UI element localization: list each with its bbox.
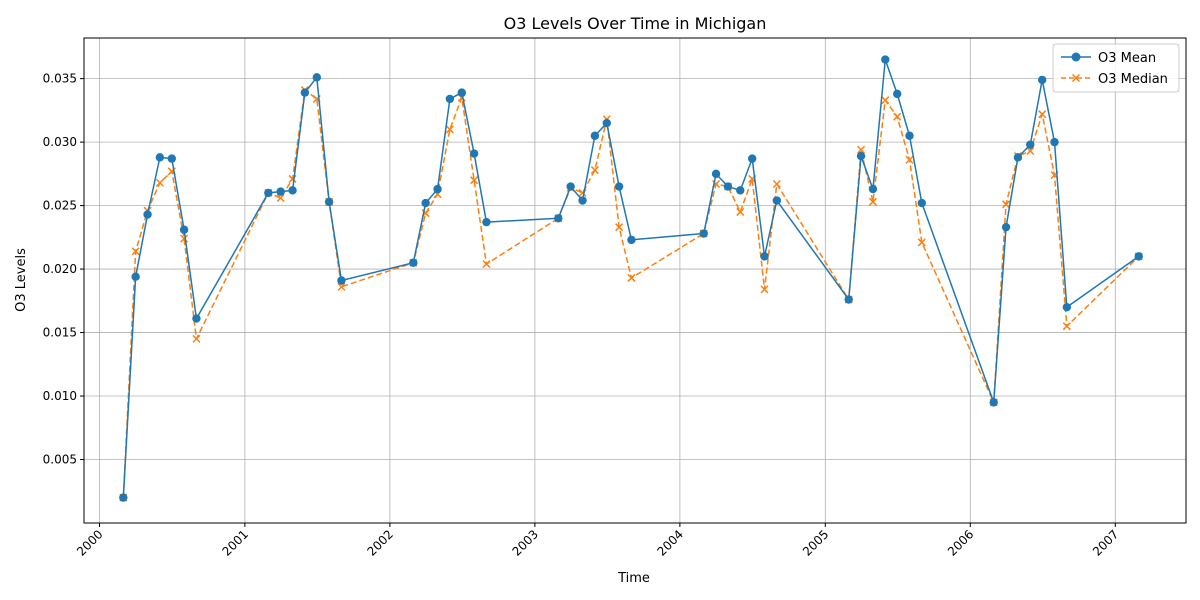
data-point bbox=[264, 188, 273, 198]
data-point bbox=[312, 73, 321, 82]
data-point bbox=[772, 179, 781, 189]
data-point bbox=[1001, 222, 1011, 232]
data-point bbox=[868, 197, 877, 206]
data-point bbox=[470, 176, 479, 185]
data-point bbox=[699, 229, 708, 238]
data-point bbox=[772, 196, 782, 205]
data-point bbox=[614, 182, 624, 191]
data-point bbox=[857, 145, 866, 154]
data-point bbox=[905, 131, 914, 140]
data-point bbox=[155, 178, 164, 187]
data-point bbox=[482, 259, 491, 269]
data-point bbox=[131, 272, 140, 281]
data-point bbox=[1062, 302, 1072, 312]
y-tick-label: 0.025 bbox=[43, 199, 77, 213]
data-point bbox=[445, 125, 454, 134]
data-point bbox=[905, 155, 914, 164]
data-point bbox=[736, 207, 745, 216]
data-point bbox=[469, 149, 479, 158]
data-point bbox=[421, 198, 430, 208]
series-o3-mean bbox=[119, 55, 1143, 502]
data-point bbox=[989, 398, 998, 407]
data-point bbox=[1038, 110, 1047, 119]
legend-median-marker bbox=[1071, 73, 1081, 83]
data-point bbox=[602, 118, 611, 128]
y-tick-label: 0.005 bbox=[43, 453, 77, 467]
data-point bbox=[337, 282, 346, 291]
data-point bbox=[1050, 137, 1059, 147]
data-point bbox=[482, 217, 491, 227]
data-point bbox=[457, 88, 466, 97]
data-point bbox=[1134, 252, 1143, 261]
data-point bbox=[1002, 200, 1011, 209]
y-tick-label: 0.015 bbox=[43, 326, 77, 340]
data-point bbox=[1026, 140, 1035, 149]
data-point bbox=[881, 55, 890, 64]
data-point bbox=[917, 198, 927, 208]
data-point bbox=[1026, 146, 1035, 156]
legend-item-median: O3 Median bbox=[1061, 72, 1168, 87]
y-axis-title: O3 Levels bbox=[14, 248, 29, 312]
data-point bbox=[590, 166, 599, 175]
data-point bbox=[892, 89, 902, 99]
series-layer bbox=[119, 55, 1143, 502]
data-point bbox=[337, 276, 346, 285]
legend-mean-marker bbox=[1071, 52, 1081, 62]
data-point bbox=[760, 252, 769, 261]
data-point bbox=[300, 88, 310, 97]
legend: O3 Mean O3 Median bbox=[1052, 43, 1180, 93]
data-point bbox=[167, 154, 176, 163]
data-point bbox=[627, 273, 636, 282]
data-point bbox=[143, 210, 152, 219]
data-point bbox=[155, 153, 165, 162]
data-point bbox=[615, 223, 624, 232]
data-point bbox=[192, 334, 201, 343]
data-point bbox=[1013, 153, 1023, 162]
data-point bbox=[723, 182, 733, 191]
plot-frame bbox=[83, 37, 1187, 524]
data-point bbox=[276, 187, 285, 196]
legend-median-label: O3 Median bbox=[1098, 72, 1168, 87]
data-point bbox=[590, 131, 600, 140]
data-point bbox=[893, 112, 902, 121]
data-point bbox=[324, 197, 334, 206]
data-point bbox=[760, 285, 769, 294]
data-point bbox=[119, 493, 128, 502]
chart-title: O3 Levels Over Time in Michigan bbox=[504, 14, 767, 33]
data-point bbox=[409, 258, 418, 267]
data-point bbox=[1037, 75, 1047, 85]
data-point bbox=[566, 182, 575, 191]
data-point bbox=[711, 169, 721, 179]
y-tick-label: 0.035 bbox=[43, 72, 77, 86]
data-point bbox=[445, 94, 455, 104]
data-point bbox=[276, 193, 285, 203]
data-point bbox=[578, 196, 587, 205]
data-point bbox=[554, 214, 563, 223]
data-point bbox=[1062, 322, 1071, 331]
data-point bbox=[844, 295, 853, 304]
data-point bbox=[131, 247, 140, 256]
data-point bbox=[180, 234, 189, 243]
data-point bbox=[179, 225, 189, 234]
y-tick-label: 0.010 bbox=[43, 389, 77, 403]
data-point bbox=[192, 314, 201, 323]
data-point bbox=[856, 151, 866, 161]
y-tick-label: 0.030 bbox=[43, 135, 77, 149]
data-point bbox=[917, 238, 926, 247]
legend-box bbox=[1052, 43, 1180, 93]
grid bbox=[84, 38, 1186, 523]
data-point bbox=[736, 186, 745, 195]
x-axis-title: Time bbox=[617, 571, 650, 586]
data-point bbox=[627, 235, 636, 245]
data-point bbox=[433, 184, 442, 194]
y-tick-label: 0.020 bbox=[43, 262, 77, 276]
data-point bbox=[881, 96, 890, 105]
data-point bbox=[288, 186, 297, 195]
legend-mean-label: O3 Mean bbox=[1098, 51, 1156, 66]
data-point bbox=[868, 184, 878, 194]
data-point bbox=[747, 154, 757, 163]
legend-item-mean: O3 Mean bbox=[1061, 51, 1156, 66]
